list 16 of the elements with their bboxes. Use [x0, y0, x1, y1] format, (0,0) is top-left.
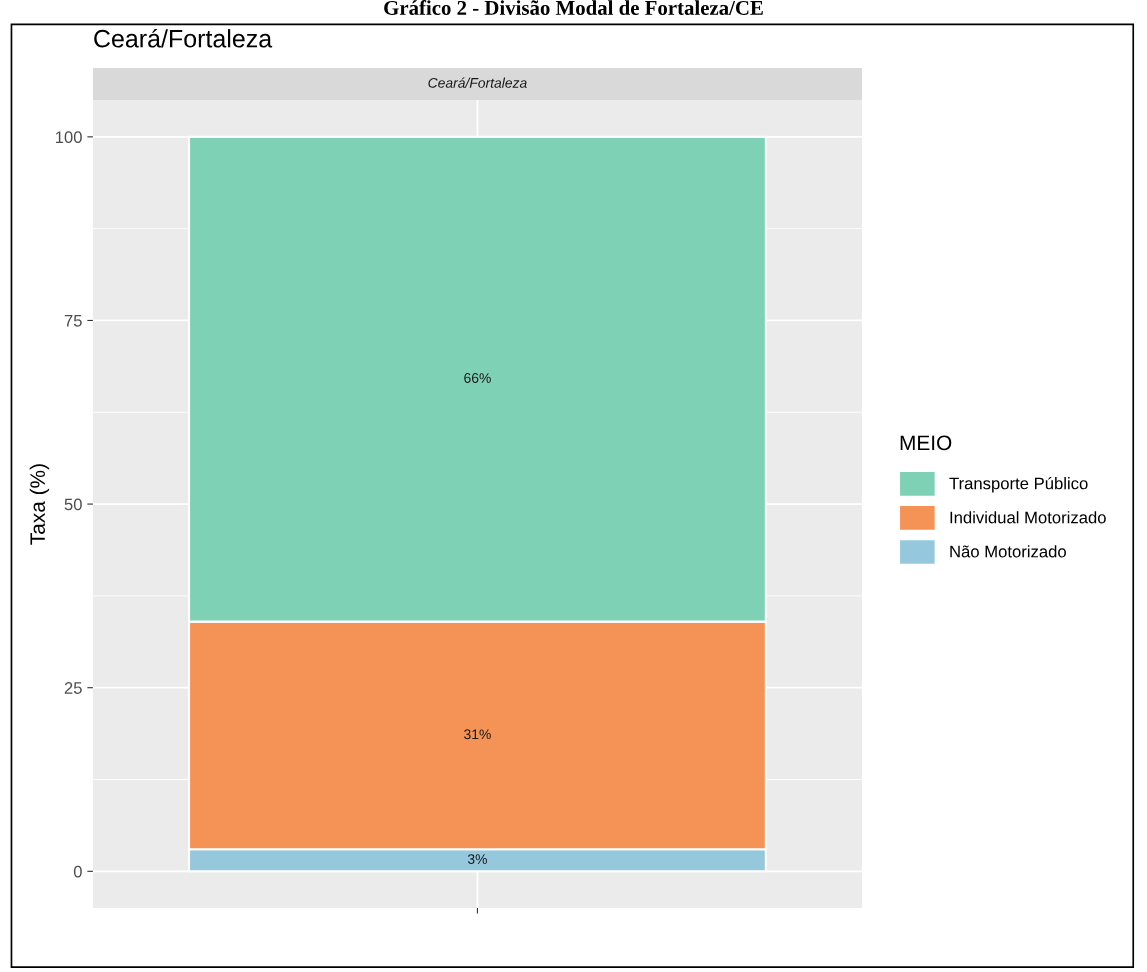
legend-label: Não Motorizado — [950, 545, 1066, 558]
chart-subtitle: Ceará/Fortaleza — [428, 77, 527, 88]
chart-title: Ceará/Fortaleza — [94, 28, 273, 48]
legend-title: MEIO — [900, 435, 952, 451]
data-label: 3% — [467, 854, 487, 865]
text: Gráfico 2 - Divisão Modal de Fortaleza/CE — [384, 0, 763, 15]
y-tick-label: 75 — [64, 315, 82, 327]
legend-label: Transporte Público — [949, 476, 1088, 493]
data-label: 66% — [464, 373, 491, 383]
y-axis-title: Taxa (%) — [29, 464, 50, 545]
data-label: 31% — [464, 729, 491, 740]
y-tick-label: 100 — [55, 131, 82, 144]
y-tick-label: 25 — [64, 682, 82, 694]
y-tick-label: 0 — [73, 865, 82, 878]
y-tick-label: 50 — [64, 498, 82, 511]
legend-label: Individual Motorizado — [950, 511, 1106, 524]
